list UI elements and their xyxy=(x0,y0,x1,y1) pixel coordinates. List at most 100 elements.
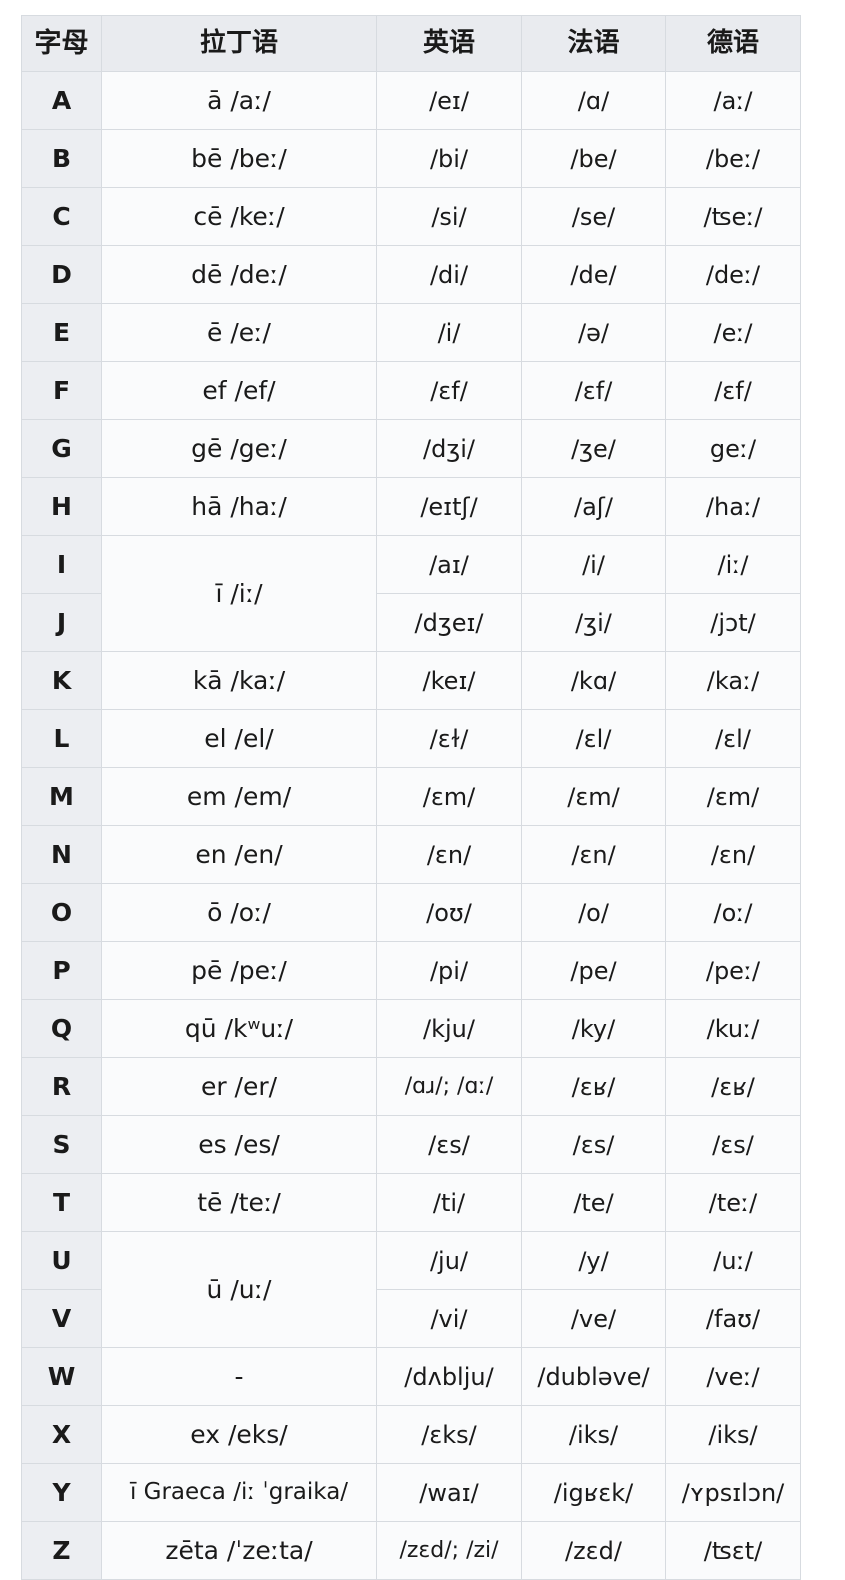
letter-cell: V xyxy=(21,1289,102,1348)
english-cell: /kju/ xyxy=(376,999,522,1058)
latin-cell: pē /peː/ xyxy=(101,941,377,1000)
french-cell: /dubləve/ xyxy=(521,1347,666,1406)
french-cell: /ɛl/ xyxy=(521,709,666,768)
letter-cell: X xyxy=(21,1405,102,1464)
french-cell: /de/ xyxy=(521,245,666,304)
letter-cell: J xyxy=(21,593,102,652)
french-cell: /igʁɛk/ xyxy=(521,1463,666,1522)
letter-cell: S xyxy=(21,1115,102,1174)
latin-cell: el /el/ xyxy=(101,709,377,768)
english-cell: /aɪ/ xyxy=(376,535,522,594)
german-cell: /ɛm/ xyxy=(665,767,801,826)
latin-cell: em /em/ xyxy=(101,767,377,826)
table-row: V/vi//ve//faʊ/ xyxy=(21,1289,801,1348)
french-cell: /ɑ/ xyxy=(521,71,666,130)
english-cell: /ɛɫ/ xyxy=(376,709,522,768)
english-cell: /oʊ/ xyxy=(376,883,522,942)
english-cell: /vi/ xyxy=(376,1289,522,1348)
letter-cell: O xyxy=(21,883,102,942)
english-cell: /waɪ/ xyxy=(376,1463,522,1522)
french-cell: /zɛd/ xyxy=(521,1521,666,1580)
english-cell: /bi/ xyxy=(376,129,522,188)
french-cell: /ʒi/ xyxy=(521,593,666,652)
letter-cell: H xyxy=(21,477,102,536)
latin-cell: qū /kʷuː/ xyxy=(101,999,377,1058)
german-cell: /kuː/ xyxy=(665,999,801,1058)
latin-cell: ā /aː/ xyxy=(101,71,377,130)
french-cell: /be/ xyxy=(521,129,666,188)
latin-cell: kā /kaː/ xyxy=(101,651,377,710)
letter-cell: T xyxy=(21,1173,102,1232)
latin-cell: en /en/ xyxy=(101,825,377,884)
latin-cell: zēta /ˈzeːta/ xyxy=(101,1521,377,1580)
latin-cell: tē /teː/ xyxy=(101,1173,377,1232)
german-cell: geː/ xyxy=(665,419,801,478)
english-cell: /keɪ/ xyxy=(376,651,522,710)
letter-cell: E xyxy=(21,303,102,362)
german-cell: /beː/ xyxy=(665,129,801,188)
column-header-german: 德语 xyxy=(665,15,801,72)
latin-cell: bē /beː/ xyxy=(101,129,377,188)
latin-cell: ī /iː/ xyxy=(101,535,377,652)
french-cell: /pe/ xyxy=(521,941,666,1000)
latin-cell: - xyxy=(101,1347,377,1406)
letter-cell: K xyxy=(21,651,102,710)
latin-cell: es /es/ xyxy=(101,1115,377,1174)
letter-cell: G xyxy=(21,419,102,478)
english-cell: /ɛm/ xyxy=(376,767,522,826)
german-cell: /uː/ xyxy=(665,1231,801,1290)
table-row: J/dʒeɪ//ʒi//jɔt/ xyxy=(21,593,801,652)
german-cell: /iː/ xyxy=(665,535,801,594)
french-cell: /i/ xyxy=(521,535,666,594)
letter-cell: P xyxy=(21,941,102,1000)
french-cell: /ve/ xyxy=(521,1289,666,1348)
english-cell: /ɛf/ xyxy=(376,361,522,420)
letter-cell: Y xyxy=(21,1463,102,1522)
table-row: W -/dʌblju//dubləve//veː/ xyxy=(21,1347,801,1406)
latin-cell: er /er/ xyxy=(101,1057,377,1116)
english-cell: /ɛks/ xyxy=(376,1405,522,1464)
english-cell: /dʒeɪ/ xyxy=(376,593,522,652)
latin-cell: ō /oː/ xyxy=(101,883,377,942)
english-cell: /ti/ xyxy=(376,1173,522,1232)
french-cell: /y/ xyxy=(521,1231,666,1290)
letter-cell: N xyxy=(21,825,102,884)
letter-cell: W xyxy=(21,1347,102,1406)
french-cell: /ɛs/ xyxy=(521,1115,666,1174)
english-cell: /dʌblju/ xyxy=(376,1347,522,1406)
english-cell: /ɑɹ/; /ɑː/ xyxy=(376,1057,522,1116)
german-cell: /teː/ xyxy=(665,1173,801,1232)
latin-cell: dē /deː/ xyxy=(101,245,377,304)
latin-cell: gē /geː/ xyxy=(101,419,377,478)
french-cell: /ɛʁ/ xyxy=(521,1057,666,1116)
english-cell: /pi/ xyxy=(376,941,522,1000)
french-cell: /ə/ xyxy=(521,303,666,362)
latin-cell: cē /keː/ xyxy=(101,187,377,246)
french-cell: /ɛn/ xyxy=(521,825,666,884)
column-header-letter: 字母 xyxy=(21,15,102,72)
german-cell: /ʏpsɪlɔn/ xyxy=(665,1463,801,1522)
german-cell: /oː/ xyxy=(665,883,801,942)
latin-cell: hā /haː/ xyxy=(101,477,377,536)
letter-cell: D xyxy=(21,245,102,304)
german-cell: /ɛf/ xyxy=(665,361,801,420)
english-cell: /dʒi/ xyxy=(376,419,522,478)
english-cell: /eɪ/ xyxy=(376,71,522,130)
french-cell: /ɛf/ xyxy=(521,361,666,420)
